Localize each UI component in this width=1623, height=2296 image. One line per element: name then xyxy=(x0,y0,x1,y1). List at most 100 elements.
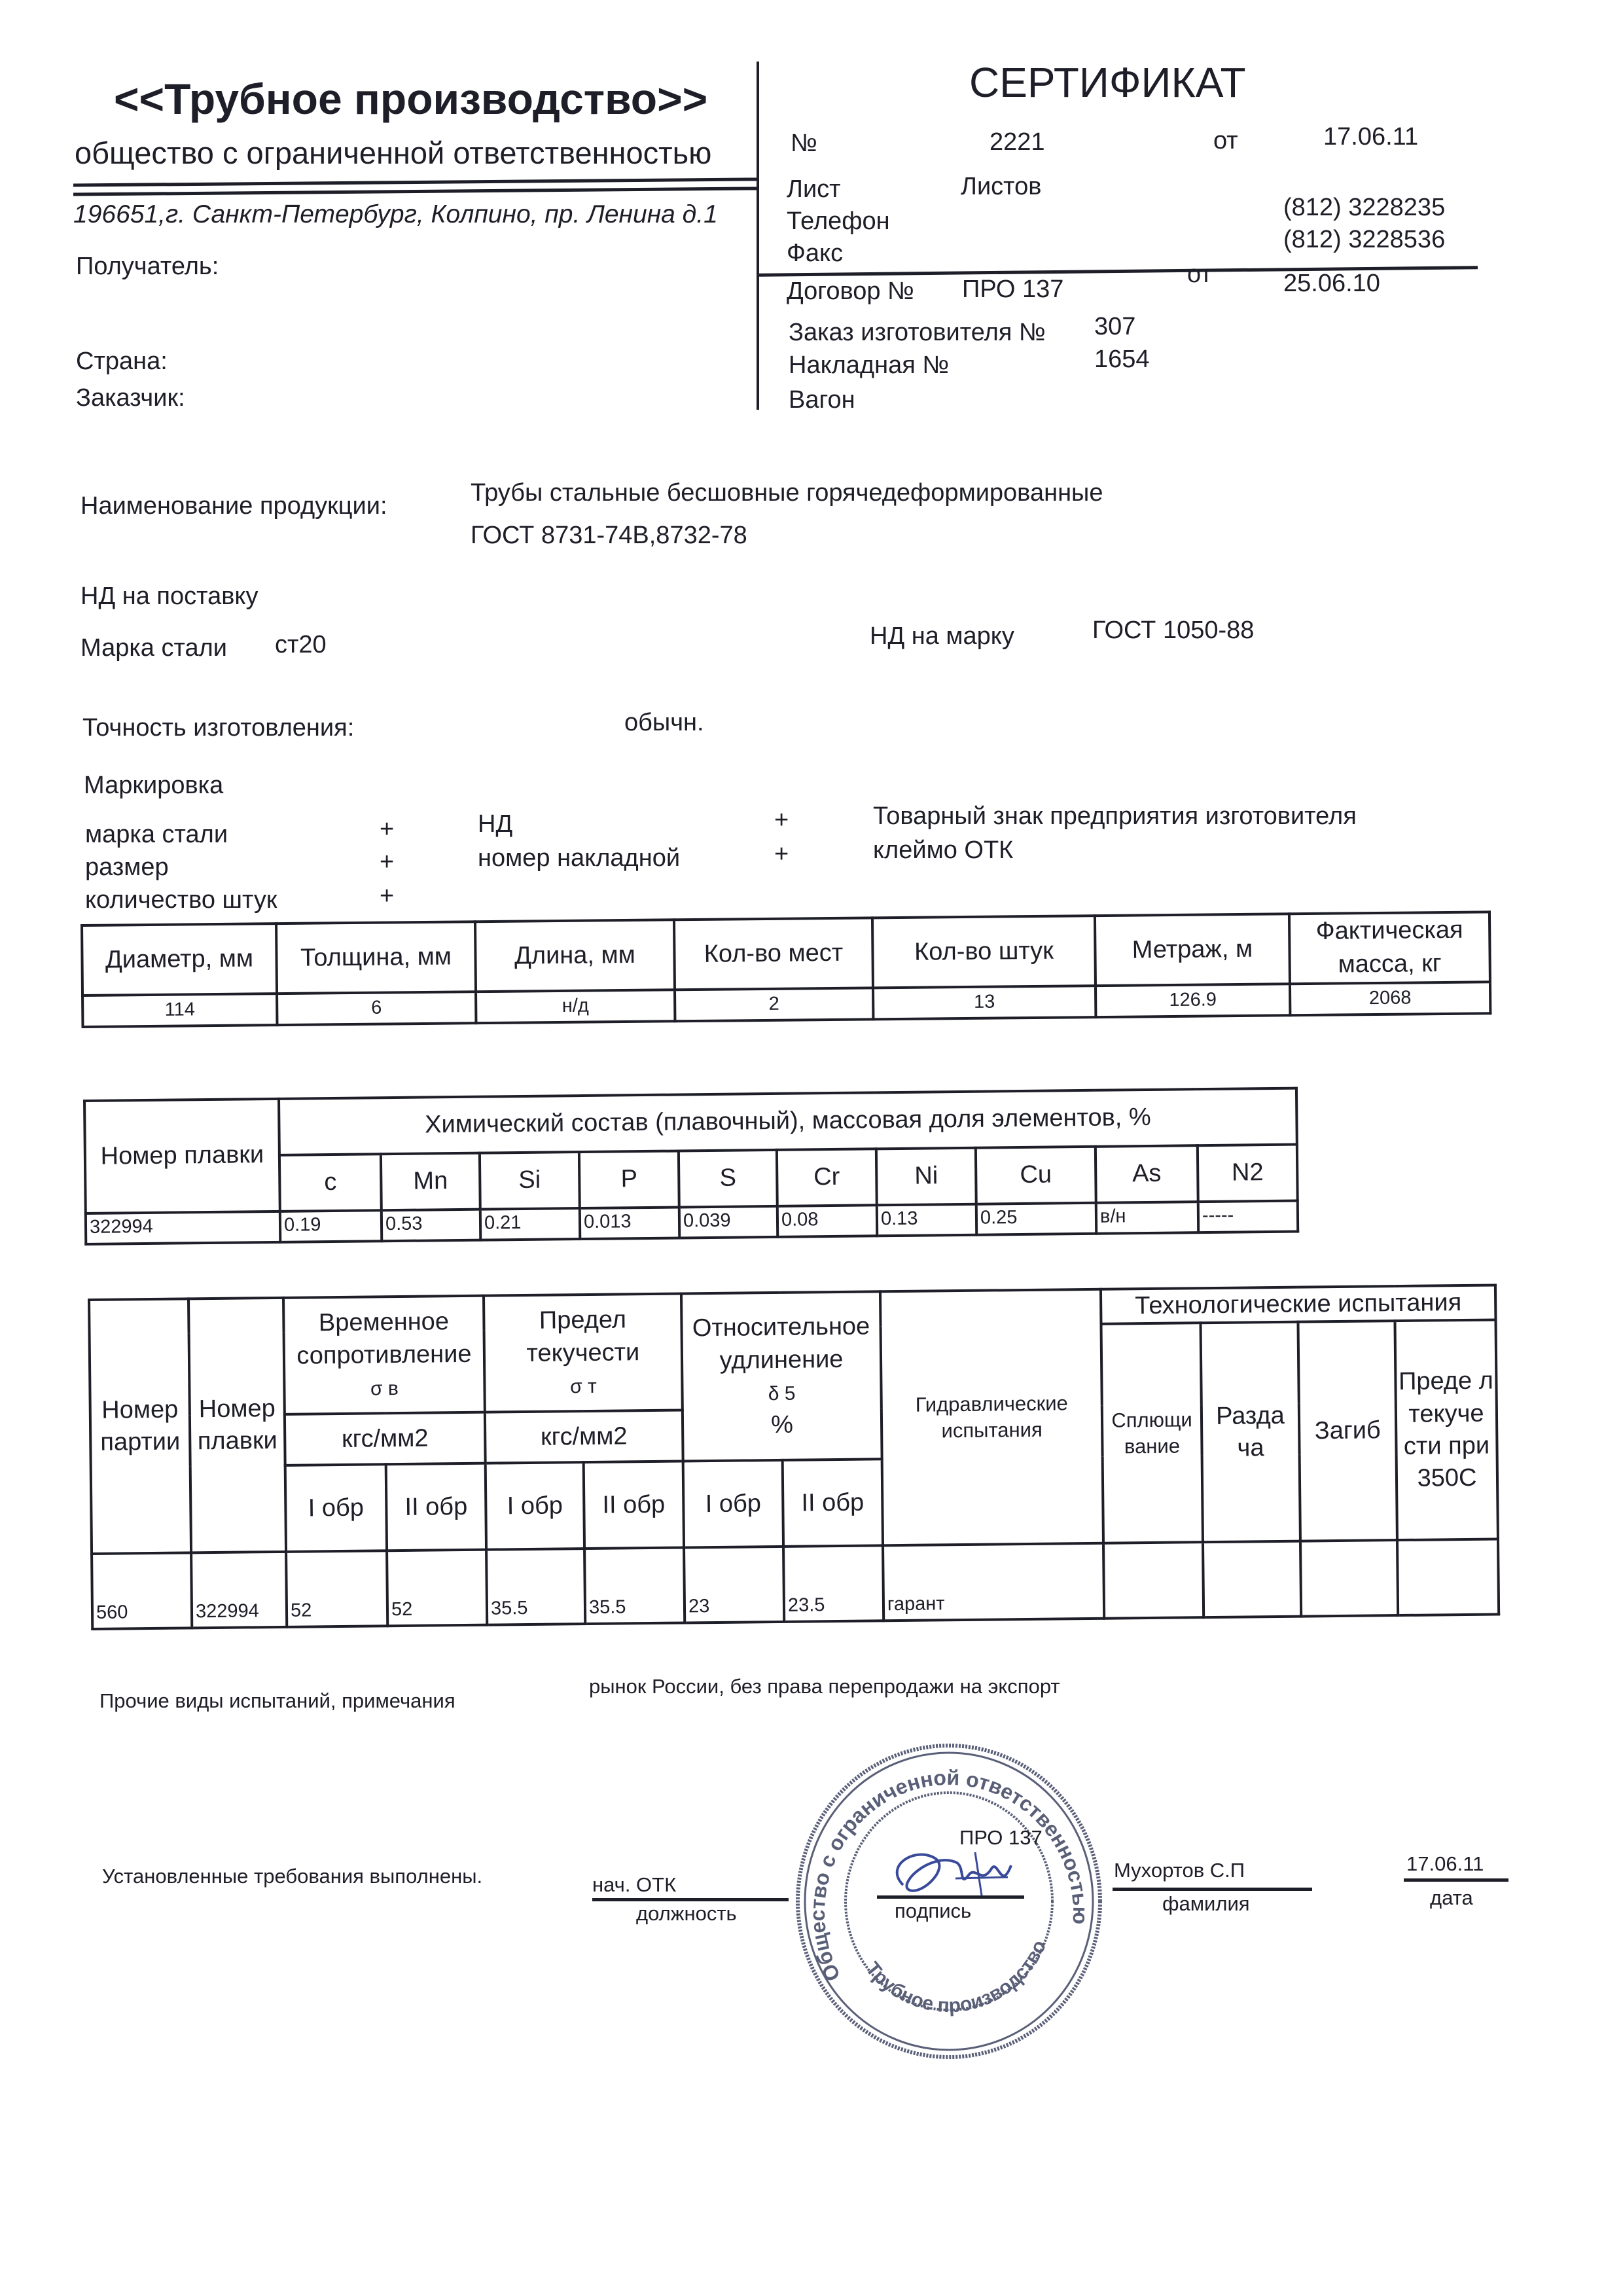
element-header: As xyxy=(1095,1145,1198,1203)
sample-header: II обр xyxy=(385,1463,487,1551)
marking-item-mark: + xyxy=(380,848,395,876)
cell-meterage: 126.9 xyxy=(1095,983,1291,1017)
cell-element: 0.53 xyxy=(381,1209,481,1242)
other-tests-label: Прочие виды испытаний, примечания xyxy=(99,1689,455,1712)
nd-grade: ГОСТ 1050-88 xyxy=(1092,617,1255,644)
col-header-diameter: Диаметр, мм xyxy=(82,924,277,996)
marking-item-label: Товарный знак предприятия изготовителя xyxy=(873,802,1357,830)
table-row: 560 322994 52 52 35.5 35.5 23 23.5 гаран… xyxy=(92,1539,1499,1630)
element-header: Cu xyxy=(975,1146,1096,1204)
invoice-label: Накладная № xyxy=(789,351,950,379)
position-label: должность xyxy=(636,1902,737,1925)
product-name: Трубы стальные бесшовные горячедеформиро… xyxy=(471,479,1103,507)
sign-date-line xyxy=(1404,1878,1508,1882)
recipient-label: Получатель: xyxy=(76,253,219,280)
col-header-heat: Номер плавки xyxy=(84,1098,280,1213)
cell-thickness: 6 xyxy=(277,991,476,1025)
cell-heat: 322994 xyxy=(85,1211,281,1245)
col-header-heat: Номер плавки xyxy=(188,1297,287,1553)
col-header-batch: Номер партии xyxy=(89,1299,192,1554)
certificate-number: 2221 xyxy=(990,128,1045,156)
fax-value: (812) 3228536 xyxy=(1283,226,1446,253)
header-divider xyxy=(73,187,758,196)
cell-tensile-1: 52 xyxy=(286,1551,388,1628)
col-header-bend: Загиб xyxy=(1298,1321,1397,1542)
marking-item-label: марка стали xyxy=(85,821,228,848)
col-header-thickness: Толщина, мм xyxy=(276,922,476,994)
steel-grade-label: Марка стали xyxy=(80,634,228,662)
marking-item-label: НД xyxy=(478,810,513,838)
cell-yield-1: 35.5 xyxy=(486,1549,586,1626)
cell-element: 0.25 xyxy=(976,1202,1097,1235)
cell-elongation-2: 23.5 xyxy=(783,1545,884,1623)
col-header-yield: Предел текучести σ т xyxy=(483,1293,683,1413)
requirements-statement: Установленные требования выполнены. xyxy=(102,1865,483,1888)
order-number: 307 xyxy=(1094,313,1136,340)
product-standard: ГОСТ 8731-74В,8732-78 xyxy=(471,522,747,549)
signature-icon xyxy=(895,1852,1012,1896)
order-label: Заказ изготовителя № xyxy=(789,319,1046,346)
element-header: N2 xyxy=(1197,1144,1298,1202)
marking-item-mark: + xyxy=(774,806,789,834)
cell-length: н/д xyxy=(476,989,675,1023)
col-header-tensile: Временное сопротивление σ в xyxy=(283,1295,485,1415)
sign-date-value: 17.06.11 xyxy=(1406,1852,1484,1875)
cell-flattening xyxy=(1103,1542,1204,1619)
element-header: P xyxy=(579,1151,679,1209)
sheets-label: Листов xyxy=(961,173,1042,200)
cell-element: в/н xyxy=(1096,1202,1199,1234)
fax-label: Факс xyxy=(787,240,844,267)
col-header-tech: Технологические испытания xyxy=(1100,1285,1496,1325)
cell-element: 0.013 xyxy=(579,1207,680,1240)
precision-value: обычн. xyxy=(624,709,704,736)
cell-element: 0.039 xyxy=(679,1206,778,1238)
cell-element: 0.21 xyxy=(480,1208,580,1240)
elongation-unit: % xyxy=(770,1410,794,1439)
certificate-from-label: от xyxy=(1213,127,1238,154)
other-tests-value: рынок России, без права перепродажи на э… xyxy=(589,1675,1060,1698)
col-header-places: Кол-во мест xyxy=(673,918,873,990)
elongation-label: Относительное удлинение xyxy=(692,1312,870,1374)
signature-line xyxy=(877,1895,1024,1899)
customer-label: Заказчик: xyxy=(76,384,185,412)
svg-text:Трубное производство: Трубное производство xyxy=(861,1937,1050,2017)
contract-from-label: от xyxy=(1187,260,1212,288)
cell-element: 0.19 xyxy=(279,1210,382,1242)
position-line xyxy=(592,1898,789,1901)
phone-label: Телефон xyxy=(787,207,890,235)
element-header: Ni xyxy=(876,1147,976,1206)
nd-supply-label: НД на поставку xyxy=(80,583,259,610)
dimensions-table: Диаметр, мм Толщина, мм Длина, мм Кол-во… xyxy=(80,910,1491,1028)
precision-label: Точность изготовления: xyxy=(82,714,355,742)
stamp-note: ПРО 137 xyxy=(959,1826,1043,1849)
surname-line xyxy=(1113,1888,1312,1891)
phone-value: (812) 3228235 xyxy=(1283,194,1446,221)
company-name: <<Трубное производство>> xyxy=(114,75,708,123)
col-header-elongation: Относительное удлинение δ 5% xyxy=(681,1291,882,1462)
sample-header: I обр xyxy=(683,1460,784,1548)
mechanical-table: Номер партии Номер плавки Временное сопр… xyxy=(88,1283,1500,1630)
col-header-mass: Фактическая масса, кг xyxy=(1289,912,1490,984)
col-header-hydraulic: Гидравлические испытания xyxy=(880,1289,1104,1546)
position-value: нач. ОТК xyxy=(592,1873,677,1896)
cell-element: 0.13 xyxy=(876,1204,977,1236)
cell-batch: 560 xyxy=(92,1552,192,1630)
certificate-number-label: № xyxy=(791,130,817,157)
marking-item-label: размер xyxy=(85,853,169,881)
company-address: 196651,г. Санкт-Петербург, Колпино, пр. … xyxy=(73,200,718,228)
element-header: Si xyxy=(479,1152,580,1210)
stamp-text-bottom: Трубное производство xyxy=(861,1937,1050,2017)
company-stamp: Общество с ограниченной ответственностью… xyxy=(796,1744,1102,2059)
header-vertical-divider xyxy=(757,62,759,410)
company-type: общество с ограниченной ответственностью xyxy=(75,135,712,170)
marking-item-label: номер накладной xyxy=(478,844,681,872)
sample-header: I обр xyxy=(285,1464,387,1552)
yield-symbol: σ т xyxy=(569,1375,597,1398)
steel-grade: ст20 xyxy=(275,631,327,658)
marking-item-mark: + xyxy=(774,840,789,868)
element-header: Mn xyxy=(380,1153,480,1211)
col-header-meterage: Метраж, м xyxy=(1094,914,1290,986)
cell-yield-350 xyxy=(1397,1539,1499,1616)
col-header-flattening: Сплющи вание xyxy=(1101,1323,1203,1544)
contract-label: Договор № xyxy=(787,278,914,305)
